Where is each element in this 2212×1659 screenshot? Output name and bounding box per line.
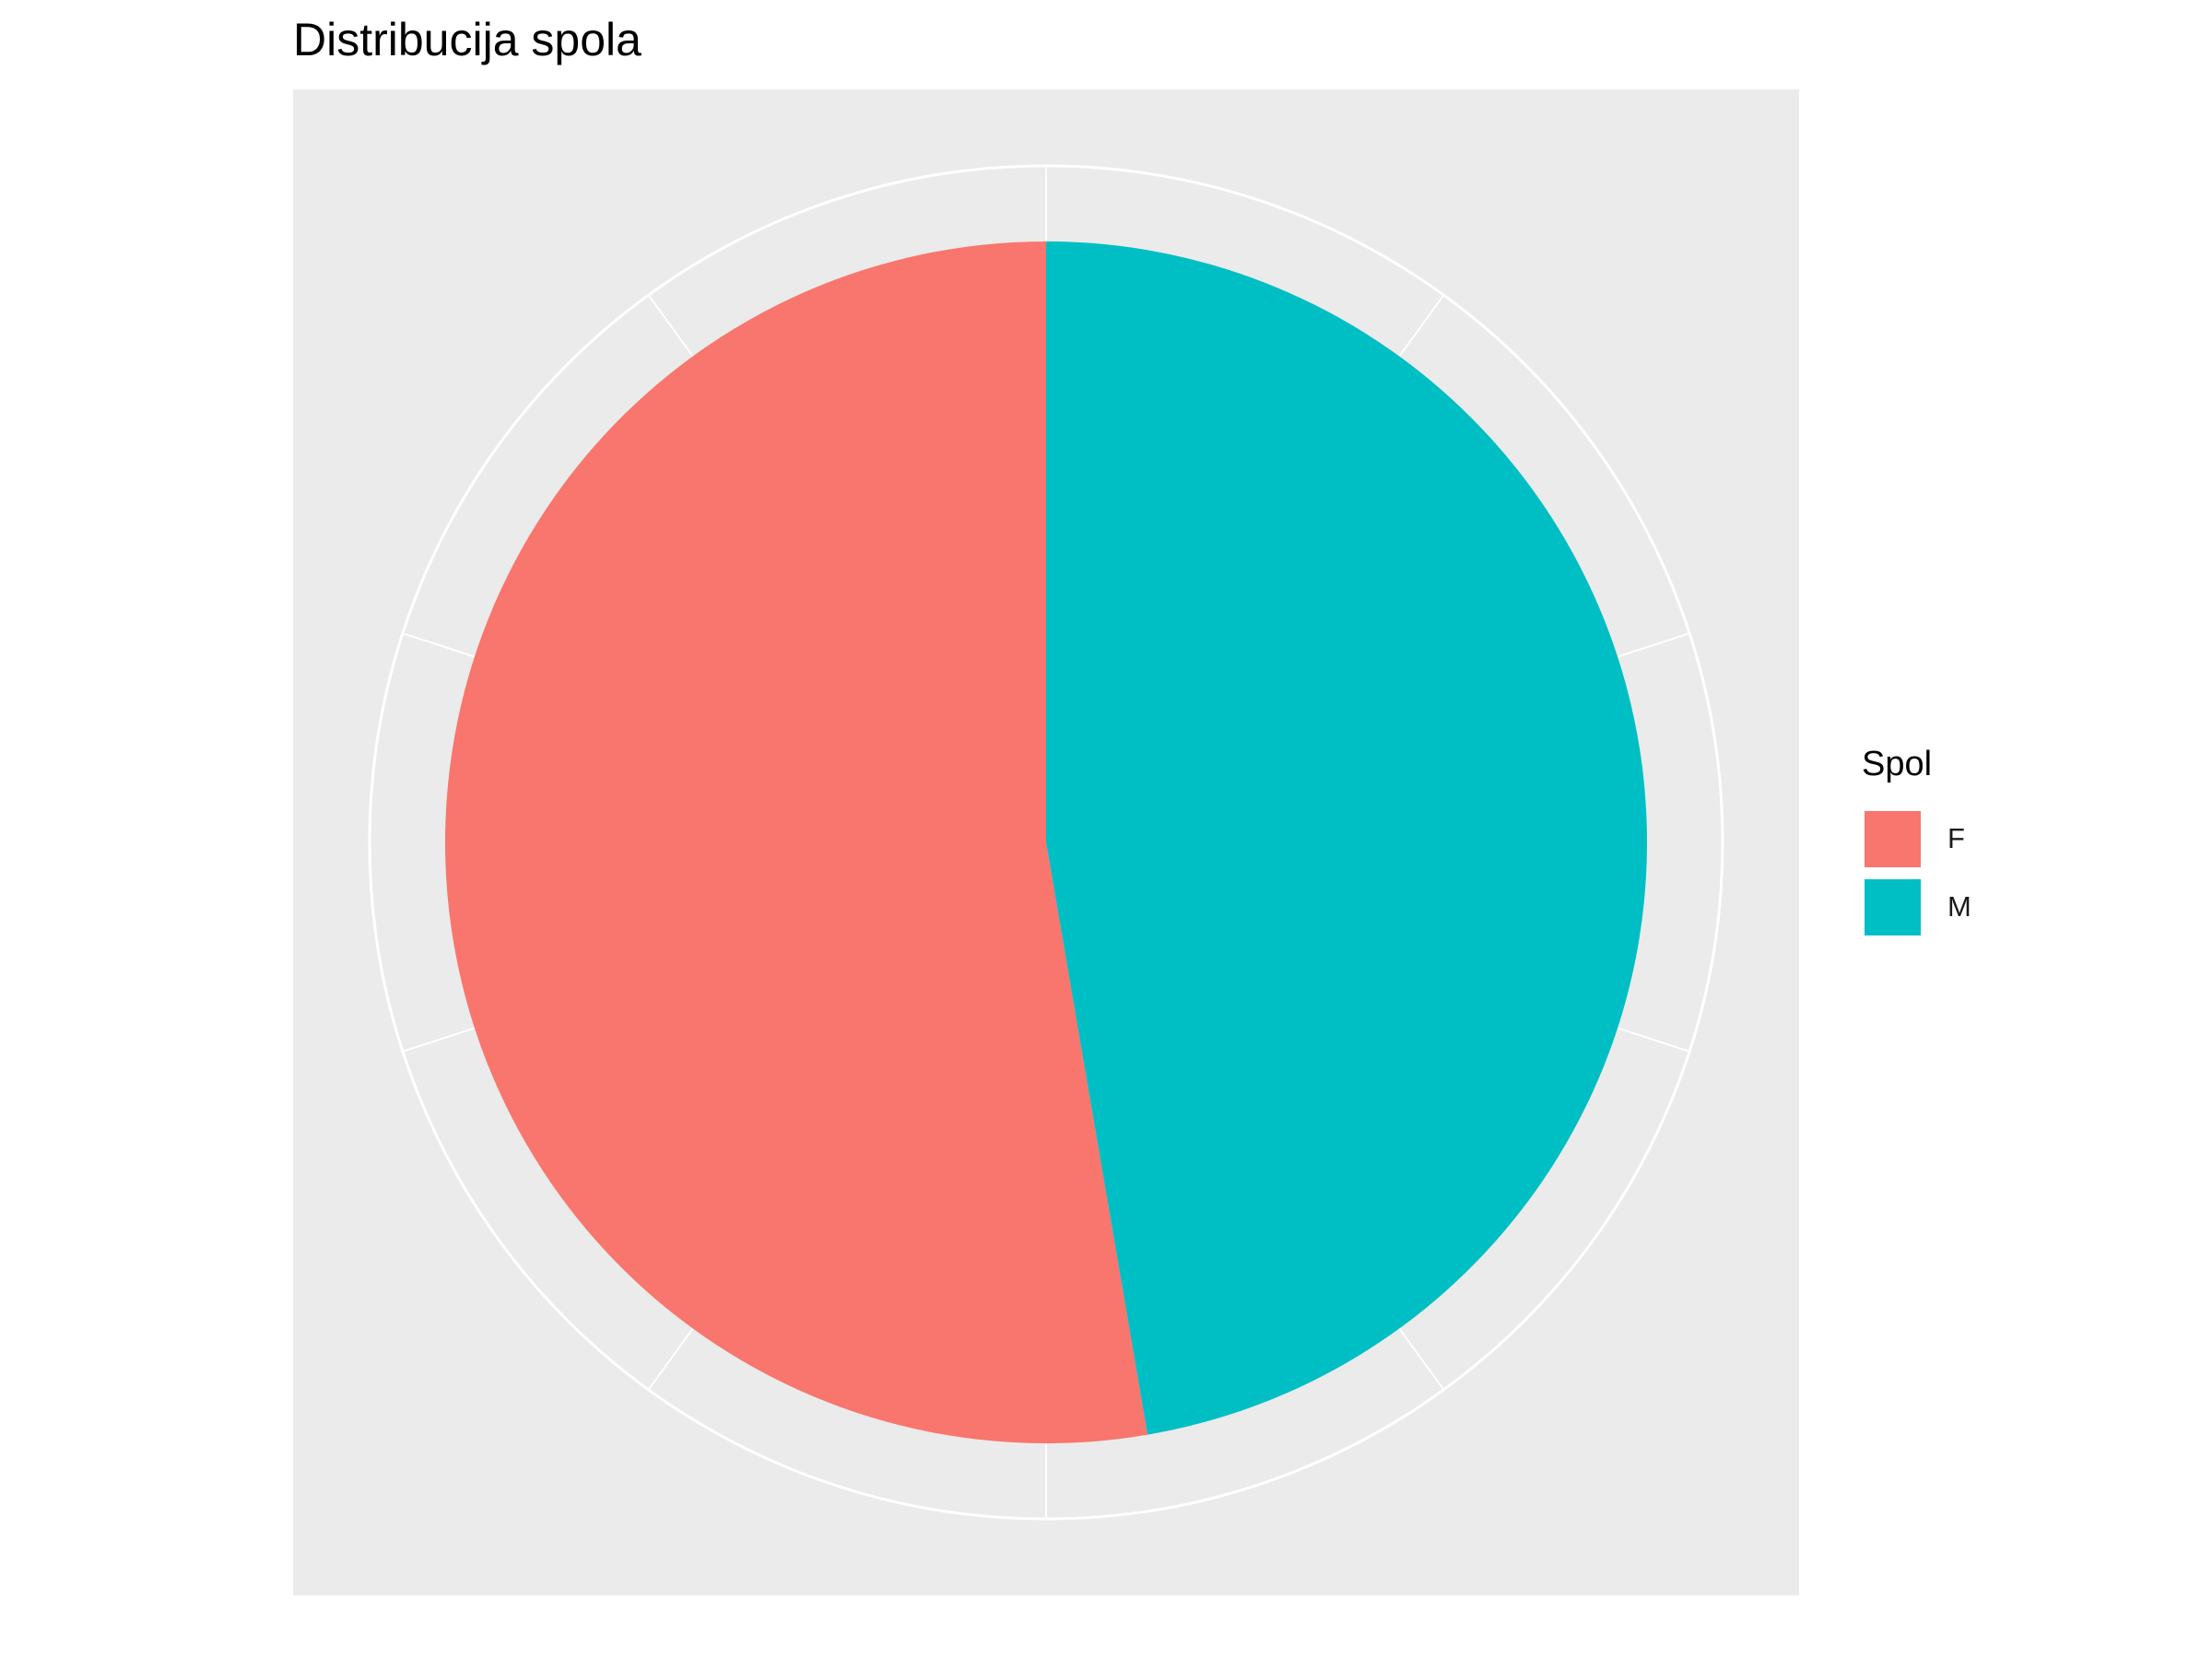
legend-key-swatch <box>1862 876 1924 938</box>
legend-label: M <box>1947 890 1971 923</box>
grid-radial-line <box>647 1327 694 1391</box>
pie-slice-m <box>1046 241 1647 1435</box>
grid-radial-line <box>1617 632 1690 658</box>
grid-radial-line <box>402 1027 476 1053</box>
grid-layer <box>368 164 1724 1521</box>
grid-radial-line <box>402 632 476 658</box>
chart-title: Distribucija spola <box>293 14 641 65</box>
grid-radial-line <box>1398 1327 1445 1391</box>
legend-title: Spol <box>1862 745 1933 783</box>
slice-layer <box>444 241 1647 1443</box>
pie-slice-f <box>444 241 1148 1443</box>
legend-item-f: F <box>1862 805 1971 873</box>
legend-key-swatch <box>1862 807 1924 870</box>
grid-radial-line <box>1398 294 1445 358</box>
legend-item-m: M <box>1862 873 1971 941</box>
legend-label: F <box>1947 822 1965 854</box>
grid-radial-line <box>647 294 694 358</box>
grid-radial-line <box>1617 1027 1690 1053</box>
